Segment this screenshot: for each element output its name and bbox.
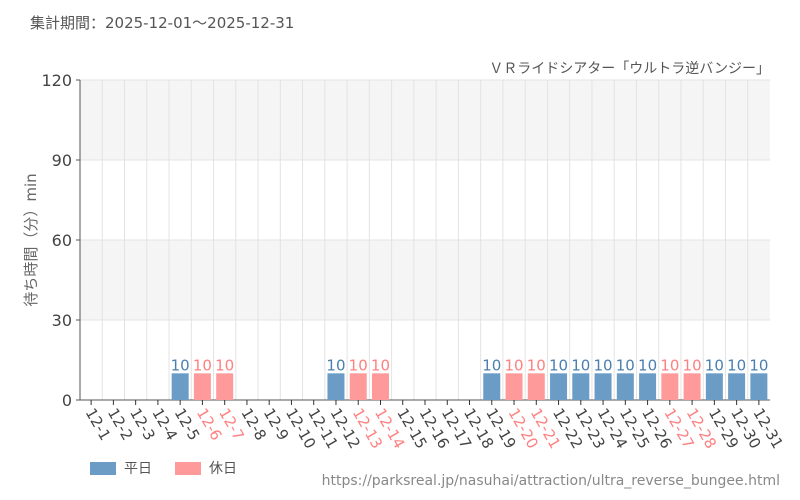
legend-holiday-label: 休日 xyxy=(209,461,237,477)
data-label: 10 xyxy=(326,356,345,374)
bar-12-22 xyxy=(550,373,568,400)
y-tick-label: 30 xyxy=(52,311,72,330)
data-label: 10 xyxy=(616,356,635,374)
bar-12-14 xyxy=(371,373,389,400)
legend-weekday-label: 平日 xyxy=(124,461,152,477)
bar-12-25 xyxy=(616,373,634,400)
data-label: 10 xyxy=(683,356,702,374)
data-label: 10 xyxy=(749,356,768,374)
bar-12-29 xyxy=(705,373,723,400)
bar-12-6 xyxy=(193,373,211,400)
bar-12-21 xyxy=(527,373,545,400)
bar-12-13 xyxy=(349,373,367,400)
bar-12-27 xyxy=(661,373,679,400)
data-label: 10 xyxy=(594,356,613,374)
bar-12-20 xyxy=(505,373,523,400)
legend-holiday-swatch xyxy=(175,461,201,475)
bar-12-23 xyxy=(572,373,590,400)
grid-band xyxy=(80,240,770,320)
data-label: 10 xyxy=(482,356,501,374)
data-label: 10 xyxy=(193,356,212,374)
data-label: 10 xyxy=(660,356,679,374)
bar-12-24 xyxy=(594,373,612,400)
chart-title: ＶＲライドシアター「ウルトラ逆バンジー」 xyxy=(489,61,770,77)
bar-12-19 xyxy=(483,373,501,400)
data-label: 10 xyxy=(215,356,234,374)
legend-weekday-swatch xyxy=(90,461,116,475)
y-tick-label: 0 xyxy=(62,391,72,410)
grid-band xyxy=(80,80,770,160)
data-label: 10 xyxy=(171,356,190,374)
bar-12-30 xyxy=(728,373,746,400)
data-label: 10 xyxy=(571,356,590,374)
data-label: 10 xyxy=(371,356,390,374)
bar-12-12 xyxy=(327,373,345,400)
data-label: 10 xyxy=(638,356,657,374)
legend-holiday[interactable]: 休日 xyxy=(175,458,237,478)
legend-weekday[interactable]: 平日 xyxy=(90,458,152,478)
bar-12-5 xyxy=(171,373,189,400)
bar-12-28 xyxy=(683,373,701,400)
y-tick-label: 60 xyxy=(52,231,72,250)
source-url[interactable]: https://parksreal.jp/nasuhai/attraction/… xyxy=(321,473,780,489)
data-label: 10 xyxy=(349,356,368,374)
y-axis-label: 待ち時間（分）min xyxy=(22,173,40,306)
data-label: 10 xyxy=(527,356,546,374)
period-label: 集計期間：2025-12-01～2025-12-31 xyxy=(30,14,295,32)
data-label: 10 xyxy=(727,356,746,374)
bar-12-7 xyxy=(216,373,234,400)
data-label: 10 xyxy=(549,356,568,374)
bar-12-26 xyxy=(639,373,657,400)
bar-12-31 xyxy=(750,373,768,400)
data-label: 10 xyxy=(705,356,724,374)
data-label: 10 xyxy=(504,356,523,374)
y-tick-label: 120 xyxy=(41,71,72,90)
y-tick-label: 90 xyxy=(52,151,72,170)
